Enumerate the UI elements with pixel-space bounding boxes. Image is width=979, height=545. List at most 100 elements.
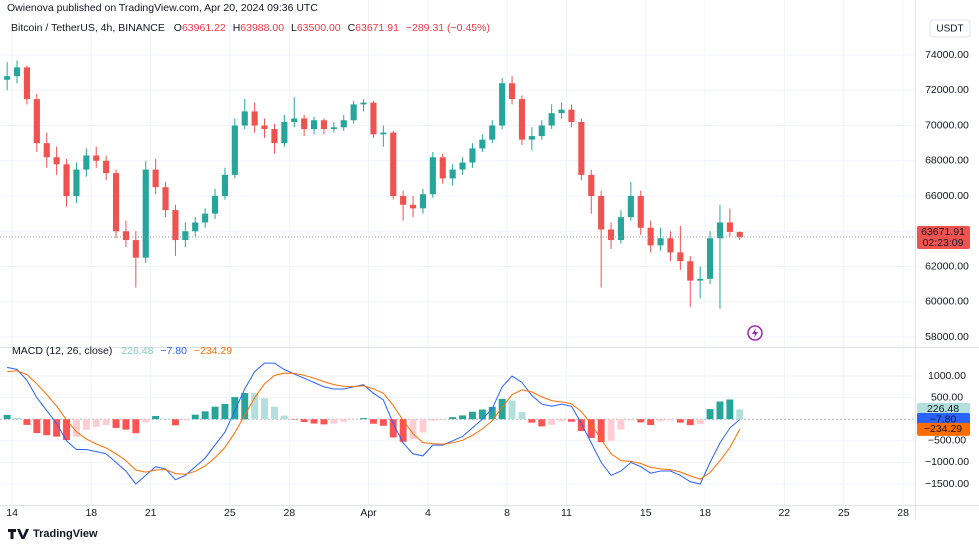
histogram-bar [231, 397, 239, 420]
candle-body [429, 157, 436, 195]
candle-body [330, 127, 337, 130]
publish-note: Owienova published on TradingView.com, A… [7, 2, 318, 14]
brand-name: TradingView [33, 528, 98, 540]
candle-body [172, 210, 179, 241]
candle-body [677, 252, 684, 262]
candle-body [4, 76, 11, 80]
price-tag [917, 226, 970, 250]
brand[interactable]: TradingView [8, 528, 98, 540]
candle-body [657, 238, 664, 246]
x-tick-label: 28 [283, 507, 295, 519]
candle-body [112, 173, 120, 232]
ohlc-value: 63500.00 [297, 22, 341, 34]
y-tick-label: 70000.00 [925, 119, 969, 131]
candle-body [687, 261, 694, 281]
y-tick-label: 60000.00 [925, 296, 969, 308]
x-tick-label: 14 [6, 507, 18, 519]
ohlc-label: L [291, 22, 297, 34]
candle-body [716, 222, 724, 239]
histogram-bar [270, 406, 278, 420]
histogram-bar [399, 419, 407, 442]
histogram-bar [429, 419, 437, 421]
histogram-bar [696, 419, 704, 425]
alert-icon[interactable] [747, 325, 763, 341]
x-tick-label: 8 [504, 507, 510, 519]
candle-body [360, 102, 367, 105]
candle-body [231, 125, 238, 175]
price-tag-countdown: 02:23:09 [923, 237, 964, 249]
y-tick-label: −500.00 [928, 435, 966, 447]
candle-body [479, 139, 486, 149]
x-tick-label: 21 [145, 507, 157, 519]
ohlc-label: O [174, 22, 182, 34]
candle-body [261, 125, 268, 130]
candle-body [202, 213, 209, 223]
x-tick-label: 22 [778, 507, 790, 519]
histogram-bar [419, 419, 427, 433]
candle-body [647, 227, 654, 246]
candle-body [43, 143, 50, 158]
candle-body [310, 120, 318, 130]
histogram-bar [162, 418, 170, 420]
histogram-bar [716, 401, 724, 420]
plot-layer [0, 0, 915, 505]
candle-body [320, 120, 328, 130]
candle-body [142, 169, 149, 258]
x-tick-label: 18 [85, 507, 97, 519]
histogram-bar [300, 419, 308, 423]
candle-body [449, 169, 456, 179]
candle-body [271, 129, 278, 144]
candle-body [192, 222, 199, 232]
candle-body [33, 99, 40, 144]
x-tick-label: 18 [699, 507, 711, 519]
y-tick-label: 72000.00 [925, 84, 969, 96]
candle-body [508, 83, 516, 100]
candle-body [607, 229, 615, 241]
histogram-bar [726, 399, 734, 420]
x-tick-label: 4 [425, 507, 431, 519]
histogram-bar [3, 414, 11, 420]
candle-body [370, 102, 377, 135]
candle-body [568, 109, 575, 123]
ohlc-value: 63988.00 [240, 22, 284, 34]
x-tick-label: Apr [360, 507, 377, 519]
histogram-bar [360, 418, 368, 420]
candle-body [499, 83, 506, 126]
histogram-bar [666, 419, 674, 421]
histogram-bar [211, 406, 219, 420]
y-tick-label: 66000.00 [925, 190, 969, 202]
candle-body [419, 194, 427, 209]
histogram-bar [112, 419, 120, 428]
histogram-bar [637, 419, 645, 423]
candle-body [409, 204, 417, 209]
axis-value-tag-label: 226.48 [927, 403, 959, 415]
histogram-bar [320, 419, 328, 425]
candle-body [459, 162, 466, 170]
currency-box[interactable] [929, 19, 971, 38]
signal-last: −234.29 [194, 345, 232, 357]
histogram-bar [72, 419, 80, 437]
candle-body [132, 240, 139, 258]
candle-body [697, 278, 704, 281]
candle-body [291, 118, 298, 123]
y-tick-label: 58000.00 [925, 331, 969, 343]
candle-body [637, 196, 644, 228]
histogram-bar [389, 419, 397, 438]
candle-body [73, 169, 80, 197]
candle-body [439, 157, 446, 179]
candle-body [241, 111, 248, 126]
y-tick-label: 500.00 [931, 391, 963, 403]
candle-body [162, 187, 169, 211]
candle-body [528, 136, 535, 140]
y-tick-label: 68000.00 [925, 155, 969, 167]
histogram-bar [53, 419, 61, 437]
histogram-bar [548, 419, 556, 425]
histogram-bar [181, 419, 189, 421]
histogram-bar [627, 419, 635, 421]
histogram-bar [518, 411, 526, 420]
candle-body [251, 111, 258, 126]
histogram-bar [459, 415, 467, 420]
axis-value-tag [917, 413, 970, 427]
histogram-bar [23, 419, 31, 425]
candle-body [103, 160, 110, 174]
